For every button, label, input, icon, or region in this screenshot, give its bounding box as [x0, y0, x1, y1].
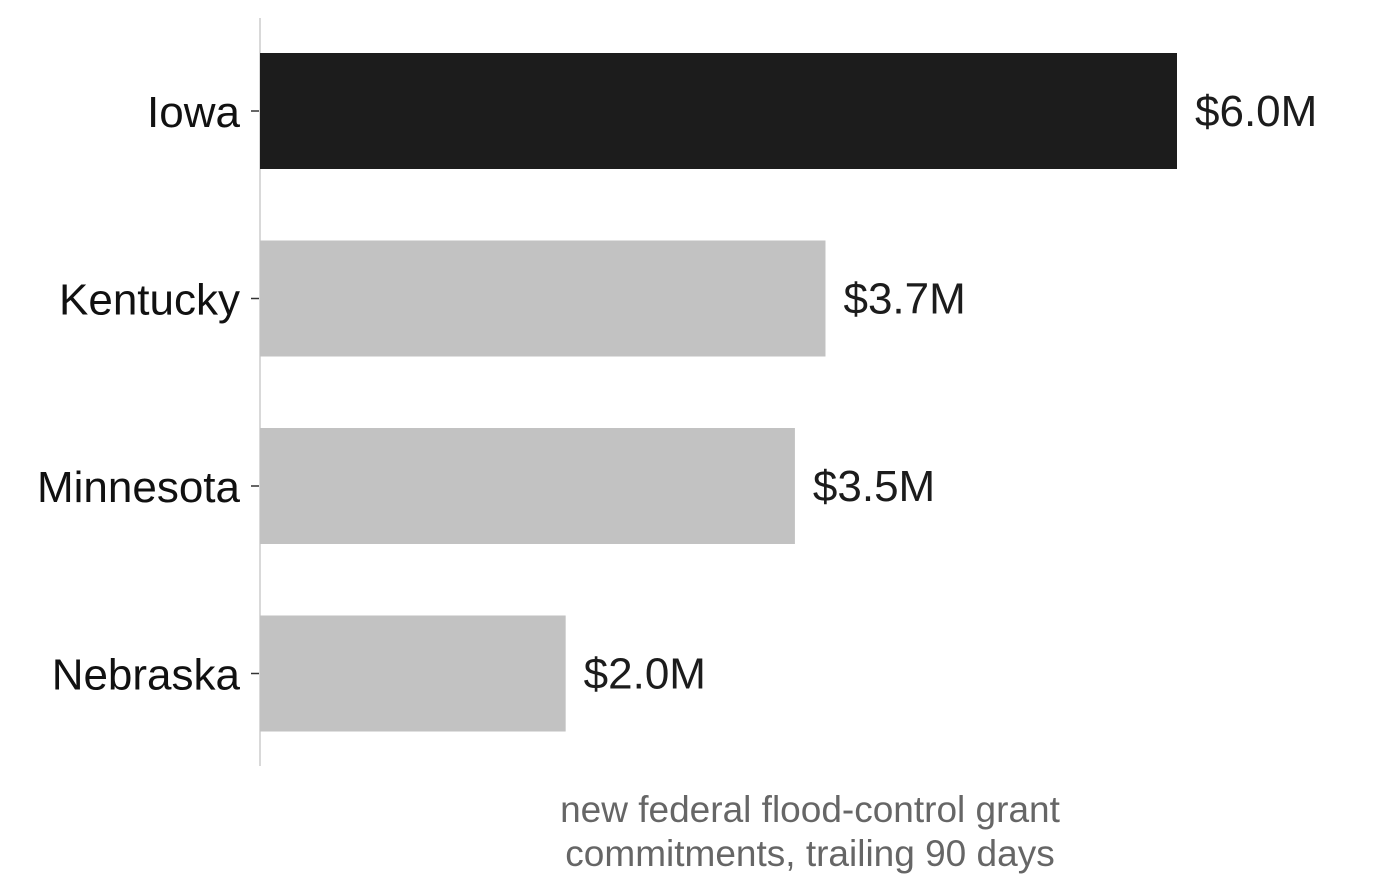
value-labels-group: $6.0M $3.7M $3.5M $2.0M: [584, 87, 1318, 699]
category-label-kentucky: Kentucky: [59, 276, 240, 325]
y-ticks-group: [251, 110, 259, 675]
value-label-iowa: $6.0M: [1195, 87, 1317, 136]
x-axis-label-line-1: new federal flood-control grant: [560, 789, 1061, 830]
value-label-kentucky: $3.7M: [843, 275, 965, 324]
bar-nebraska: [260, 615, 566, 732]
category-label-nebraska: Nebraska: [52, 651, 241, 700]
x-axis-label-line-2: commitments, trailing 90 days: [565, 833, 1054, 874]
category-labels-group: Iowa Kentucky Minnesota Nebraska: [37, 88, 241, 700]
bars-group: [260, 53, 1177, 732]
bar-iowa: [260, 53, 1177, 169]
bar-kentucky: [260, 240, 826, 357]
category-label-iowa: Iowa: [147, 88, 240, 137]
category-label-minnesota: Minnesota: [37, 463, 241, 512]
value-label-nebraska: $2.0M: [584, 650, 706, 699]
value-label-minnesota: $3.5M: [813, 462, 935, 511]
bar-minnesota: [260, 428, 795, 544]
